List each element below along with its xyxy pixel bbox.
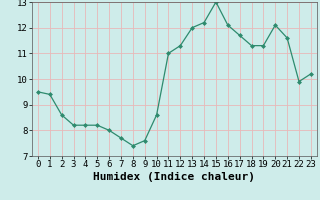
X-axis label: Humidex (Indice chaleur): Humidex (Indice chaleur)	[93, 172, 255, 182]
